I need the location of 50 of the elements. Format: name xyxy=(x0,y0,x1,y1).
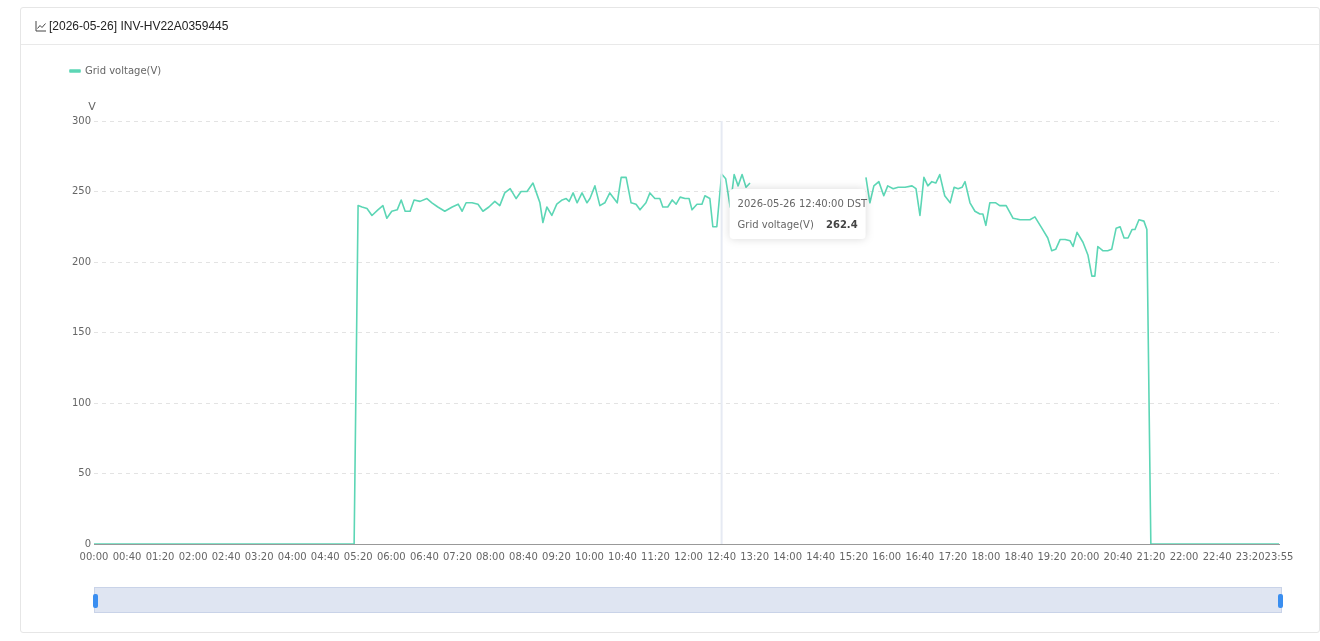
x-tick-label: 22:00 xyxy=(1169,550,1199,562)
x-tick-label: 08:00 xyxy=(475,550,505,562)
x-tick-label: 17:20 xyxy=(938,550,968,562)
x-tick-label: 18:00 xyxy=(971,550,1001,562)
x-tick-label: 13:20 xyxy=(740,550,770,562)
x-tick-label: 00:00 xyxy=(79,550,109,562)
x-tick-label: 12:40 xyxy=(707,550,737,562)
x-tick-label: 19:20 xyxy=(1037,550,1067,562)
x-tick-label: 14:00 xyxy=(773,550,803,562)
y-tick-label: 0 xyxy=(84,537,91,549)
y-tick-label: 100 xyxy=(71,396,91,408)
x-tick-label: 04:40 xyxy=(310,550,340,562)
annotation: 2026-05-26 12:40:00 DST xyxy=(737,197,869,209)
x-tick-label: 15:20 xyxy=(839,550,869,562)
y-tick-label: 250 xyxy=(71,185,91,197)
x-tick-label: 06:40 xyxy=(409,550,439,562)
x-tick-label: 23:55 xyxy=(1264,550,1294,562)
x-tick-label: 12:00 xyxy=(674,550,703,562)
x-tick-label: 11:20 xyxy=(641,550,670,562)
y-tick-label: 150 xyxy=(71,326,91,338)
y-tick-label: 50 xyxy=(78,467,91,479)
y-tick-label: 200 xyxy=(71,255,91,267)
x-tick-label: 01:20 xyxy=(145,550,175,562)
y-axis-title: V xyxy=(88,99,97,113)
x-tick-label: 20:40 xyxy=(1103,550,1133,562)
annotation: 262.4 xyxy=(825,218,858,230)
x-tick-label: 09:20 xyxy=(542,550,571,562)
x-tick-label: 18:40 xyxy=(1004,550,1034,562)
x-tick-label: 07:20 xyxy=(442,550,472,562)
x-tick-label: 10:40 xyxy=(608,550,637,562)
x-tick-label: 10:00 xyxy=(575,550,604,562)
legend-label: Grid voltage(V) xyxy=(85,64,162,76)
x-tick-label: 14:40 xyxy=(806,550,836,562)
x-tick-label: 03:20 xyxy=(244,550,274,562)
x-tick-label: 16:00 xyxy=(872,550,902,562)
chart-title: [2026-05-26] INV-HV22A0359445 xyxy=(49,19,229,33)
x-tick-label: 16:40 xyxy=(905,550,935,562)
x-tick-label: 20:00 xyxy=(1070,550,1100,562)
y-tick-label: 300 xyxy=(71,114,91,126)
x-tick-label: 22:40 xyxy=(1202,550,1232,562)
x-tick-label: 02:00 xyxy=(178,550,208,562)
x-tick-label: 05:20 xyxy=(343,550,373,562)
x-tick-label: 02:40 xyxy=(211,550,241,562)
x-tick-label: 06:00 xyxy=(376,550,406,562)
x-tick-label: 21:20 xyxy=(1136,550,1166,562)
x-tick-label: 23:20 xyxy=(1235,550,1265,562)
x-tick-label: 08:40 xyxy=(509,550,538,562)
x-tick-label: 00:40 xyxy=(112,550,142,562)
text: Grid voltage(V) xyxy=(737,218,814,230)
x-tick-label: 04:00 xyxy=(277,550,307,562)
